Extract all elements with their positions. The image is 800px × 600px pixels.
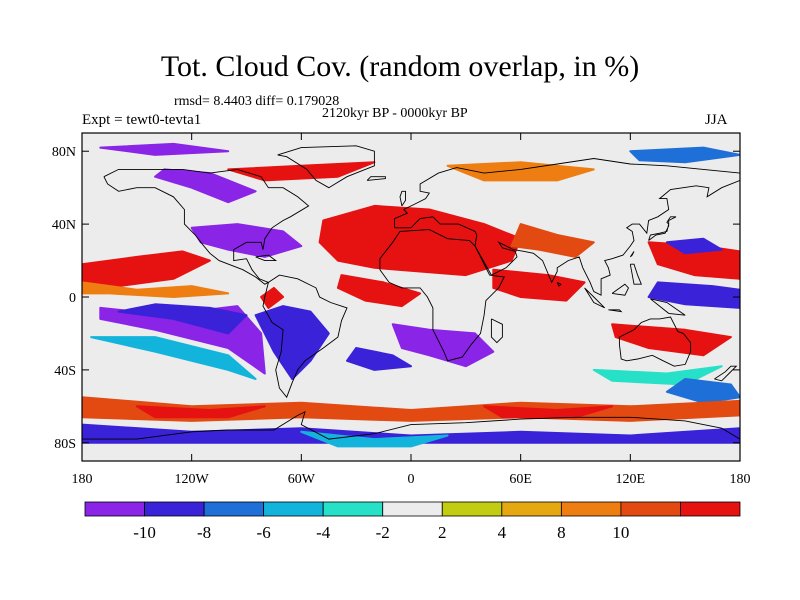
coastline-0 — [103, 168, 310, 285]
colorbar-swatch-3 — [263, 501, 324, 517]
anomaly-field — [82, 142, 740, 448]
colorbar-swatch-1 — [144, 501, 205, 517]
lat-tick-label: 80S — [54, 437, 76, 452]
time-period-label: 2120kyr BP - 0000kyr BP — [322, 106, 468, 121]
coastline-16 — [650, 298, 686, 316]
anomaly-region-12 — [391, 323, 495, 368]
anomaly-region-27 — [446, 161, 595, 182]
colorbar-swatch-10 — [680, 501, 741, 517]
coastline-19 — [556, 281, 562, 287]
coastline-9 — [490, 318, 503, 344]
coastline-15 — [611, 283, 630, 296]
coastline-6 — [618, 316, 692, 367]
anomaly-region-9 — [318, 204, 522, 277]
coastline-7 — [277, 145, 375, 189]
anomaly-region-8 — [260, 286, 285, 309]
experiment-label: Expt = tewt0-tevta1 — [82, 112, 202, 128]
lon-tick-label: 180 — [730, 472, 751, 487]
coastline-21 — [629, 263, 642, 285]
lat-tick-label: 40S — [54, 364, 76, 379]
coastline-10 — [714, 365, 738, 382]
coastline-1 — [262, 274, 348, 399]
coastline-12 — [399, 190, 406, 207]
anomaly-region-7 — [254, 305, 330, 380]
coastlines — [82, 145, 740, 440]
coastline-13 — [584, 287, 606, 309]
lon-tick-label: 60E — [509, 472, 532, 487]
anomaly-region-1 — [117, 303, 248, 335]
anomaly-region-13 — [346, 347, 412, 371]
anomaly-region-10 — [510, 223, 595, 258]
anomaly-region-22 — [135, 405, 266, 419]
coastline-14 — [608, 309, 623, 313]
coastline-8 — [82, 410, 740, 440]
coastline-20 — [629, 251, 635, 258]
colorbar-label: 10 — [612, 523, 629, 542]
lon-tick-label: 60W — [288, 472, 316, 487]
colorbar-swatch-9 — [620, 501, 681, 517]
coastline-2 — [379, 229, 505, 362]
map-title: Tot. Cloud Cov. (random overlap, in %) — [160, 50, 640, 83]
anomaly-region-23 — [483, 405, 614, 419]
colorbar-label: 8 — [557, 523, 566, 542]
anomaly-region-28 — [629, 146, 740, 164]
anomaly-region-11 — [336, 274, 422, 308]
lon-tick-label: 120W — [175, 472, 210, 487]
colorbar-label: 2 — [438, 523, 447, 542]
map-axes: 80N 40N 0 40S 80S 180 120W 60W 0 60E 120E 180 — [52, 133, 751, 487]
coastline-5 — [474, 179, 740, 296]
lon-tick-label: 0 — [408, 472, 415, 487]
coastline-17 — [255, 254, 278, 262]
colorbar-label: -6 — [257, 523, 271, 542]
colorbar-swatch-5 — [382, 501, 443, 517]
colorbar-swatch-4 — [322, 501, 384, 517]
rmsd-diff-stats: rmsd= 8.4403 diff= 0.179028 — [174, 94, 340, 109]
colorbar-swatch-0 — [84, 501, 145, 517]
anomaly-region-26 — [227, 161, 376, 182]
anomaly-region-4 — [82, 281, 230, 298]
anomaly-region-29 — [99, 142, 230, 156]
anomaly-region-2 — [90, 336, 257, 380]
coastline-11 — [648, 216, 677, 241]
coastline-4 — [394, 216, 478, 236]
colorbar-label: -4 — [316, 523, 331, 542]
anomaly-region-17 — [611, 323, 732, 357]
anomaly-region-14 — [492, 268, 586, 302]
lat-tick-label: 80N — [52, 145, 76, 160]
coastline-18 — [366, 176, 386, 181]
colorbar-swatch-8 — [560, 501, 622, 517]
lon-tick-label: 180 — [72, 472, 93, 487]
colorbar-swatch-7 — [501, 501, 562, 517]
anomaly-region-25 — [300, 430, 449, 448]
colorbar-label: -2 — [376, 523, 390, 542]
colorbar-label: -10 — [133, 523, 156, 542]
colorbar-swatch-2 — [203, 501, 265, 517]
colorbar-label: 4 — [498, 523, 507, 542]
colorbar-label: -8 — [197, 523, 211, 542]
colorbar: -10 -8 -6 -4 -2 2 4 8 10 — [84, 501, 741, 542]
lat-tick-label: 0 — [69, 291, 76, 306]
lon-tick-label: 120E — [616, 472, 646, 487]
colorbar-swatch-6 — [441, 501, 503, 517]
anomaly-region-5 — [190, 223, 303, 258]
coastline-3 — [394, 158, 740, 228]
anomaly-region-20 — [665, 378, 740, 404]
lat-tick-label: 40N — [52, 218, 76, 233]
anomaly-region-16 — [647, 281, 740, 309]
anomaly-region-19 — [665, 237, 723, 255]
season-label: JJA — [705, 112, 728, 128]
